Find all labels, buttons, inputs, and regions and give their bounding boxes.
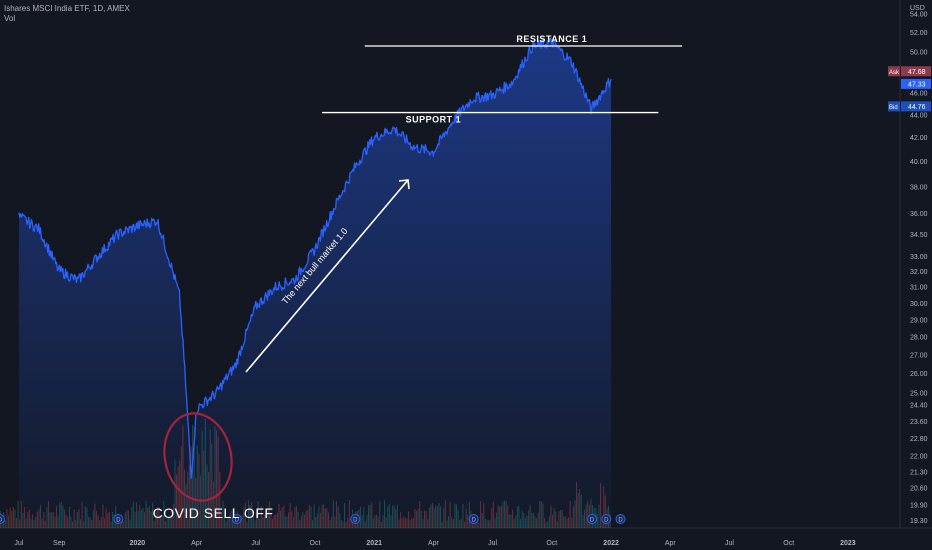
price-tick-label: 54.00	[910, 12, 928, 19]
bull-arrow-shaft	[245, 179, 409, 373]
resistance-label: RESISTANCE 1	[516, 34, 587, 44]
price-tick-label: 30.00	[910, 301, 928, 308]
time-tick-label: 2021	[366, 540, 382, 547]
dividend-marker-label: D	[235, 518, 240, 524]
time-tick-label: Oct	[783, 540, 794, 547]
time-tick-label: Apr	[665, 540, 677, 547]
ask-tag: Ask 47.68	[888, 66, 931, 77]
time-tick-label: Oct	[546, 540, 557, 547]
chart-legend: Ishares MSCI India ETF, 1D, AMEX Vol	[4, 4, 130, 24]
price-tick-label: 32.00	[910, 269, 928, 276]
dividend-marker-icon	[113, 514, 124, 524]
dividend-markers: DDDDDDDD	[0, 514, 626, 524]
last-price-tag-value: 47.33	[908, 81, 926, 88]
dividend-marker-label: D	[590, 518, 595, 524]
dividend-marker-icon	[587, 514, 598, 524]
price-tick-label: 28.00	[910, 335, 928, 342]
volume-bar	[4, 520, 6, 528]
bid-tag-label-box	[888, 101, 900, 112]
dividend-marker-label: D	[116, 518, 121, 524]
ask-tag-label-box	[888, 66, 900, 77]
volume-bar	[14, 509, 16, 528]
price-tick-label: 26.00	[910, 371, 928, 378]
price-tick-label: 52.00	[910, 30, 928, 37]
price-tick-label: 19.90	[910, 503, 928, 510]
volume-bar	[9, 507, 11, 528]
last-price-tag: 47.33	[901, 78, 931, 89]
price-area	[18, 38, 612, 529]
dividend-marker-label: D	[604, 518, 609, 524]
price-tick-label: 46.00	[910, 90, 928, 97]
price-tick-label: 23.60	[910, 419, 928, 426]
covid-label: COVID SELL OFF	[153, 505, 274, 521]
price-tick-label: 50.00	[910, 49, 928, 56]
price-tick-label: 33.00	[910, 254, 928, 261]
ask-tag-value-box	[901, 66, 931, 77]
price-axis: USD54.0052.0050.0048.0046.0044.0042.0040…	[910, 5, 928, 525]
dividend-marker-label: D	[0, 518, 3, 524]
volume-bar	[8, 515, 10, 528]
bull-arrow-head	[398, 179, 410, 190]
time-tick-label: 2023	[840, 540, 856, 547]
dividend-marker-icon	[468, 514, 479, 524]
time-tick-label: Jul	[488, 540, 497, 547]
bid-tag-value-box	[901, 101, 931, 112]
ask-tag-label: Ask	[889, 70, 900, 76]
time-axis: Jul Sep 2020 Apr Jul Oct 2021 Apr Jul Oct 2022 Apr J…	[14, 540, 855, 547]
dividend-marker-icon	[0, 514, 5, 524]
time-tick-label: Apr	[428, 540, 440, 547]
time-tick-label: Oct	[310, 540, 321, 547]
price-tick-label: 44.00	[910, 112, 928, 119]
dividend-marker-label: D	[618, 518, 623, 524]
price-tick-label: 21.30	[910, 469, 928, 476]
volume-bar	[1, 519, 3, 528]
price-tick-label: 19.30	[910, 518, 928, 525]
price-tick-label: 22.80	[910, 436, 928, 443]
covid-circle	[163, 412, 233, 502]
volume-bar	[16, 518, 18, 528]
volume-bar	[17, 501, 19, 528]
price-tick-label: 34.50	[910, 232, 928, 239]
time-tick-label: 2022	[603, 540, 619, 547]
dividend-marker-icon	[601, 514, 612, 524]
currency-label: USD	[910, 5, 925, 12]
support-label: SUPPORT 1	[406, 115, 462, 125]
time-tick-label: Jul	[14, 540, 23, 547]
dividend-marker-icon	[350, 514, 361, 524]
dividend-marker-icon	[615, 514, 626, 524]
dividend-marker-label: D	[353, 518, 358, 524]
bid-tag-label: Bid	[889, 105, 898, 111]
time-tick-label: 2020	[130, 540, 146, 547]
price-tick-label: 42.00	[910, 135, 928, 142]
time-tick-label: Jul	[251, 540, 260, 547]
time-tick-label: Apr	[191, 540, 203, 547]
volume-label: Vol	[4, 14, 16, 23]
dividend-marker-label: D	[472, 518, 477, 524]
volume-bar	[6, 509, 8, 528]
price-tick-label: 24.40	[910, 402, 928, 409]
price-tick-label: 20.60	[910, 486, 928, 493]
price-tick-label: 29.00	[910, 317, 928, 324]
time-tick-label: Jul	[725, 540, 734, 547]
price-tick-label: 38.00	[910, 184, 928, 191]
volume-bar	[11, 511, 13, 528]
price-line	[18, 37, 612, 480]
bid-tag: Bid 44.76	[888, 101, 931, 112]
price-tick-label: 36.00	[910, 211, 928, 218]
price-tick-label: 22.00	[910, 453, 928, 460]
dividend-marker-icon	[231, 514, 242, 524]
price-tick-label: 25.00	[910, 391, 928, 398]
price-tick-label: 27.00	[910, 353, 928, 360]
time-tick-label: Sep	[53, 540, 66, 547]
price-tick-label: 31.00	[910, 285, 928, 292]
price-tick-label: 40.00	[910, 159, 928, 166]
ask-tag-value: 47.68	[908, 69, 926, 76]
last-price-tag-value-box	[901, 78, 931, 89]
volume-bar	[12, 507, 14, 528]
symbol-title[interactable]: Ishares MSCI India ETF, 1D, AMEX	[4, 4, 130, 13]
bid-tag-value: 44.76	[908, 104, 926, 111]
